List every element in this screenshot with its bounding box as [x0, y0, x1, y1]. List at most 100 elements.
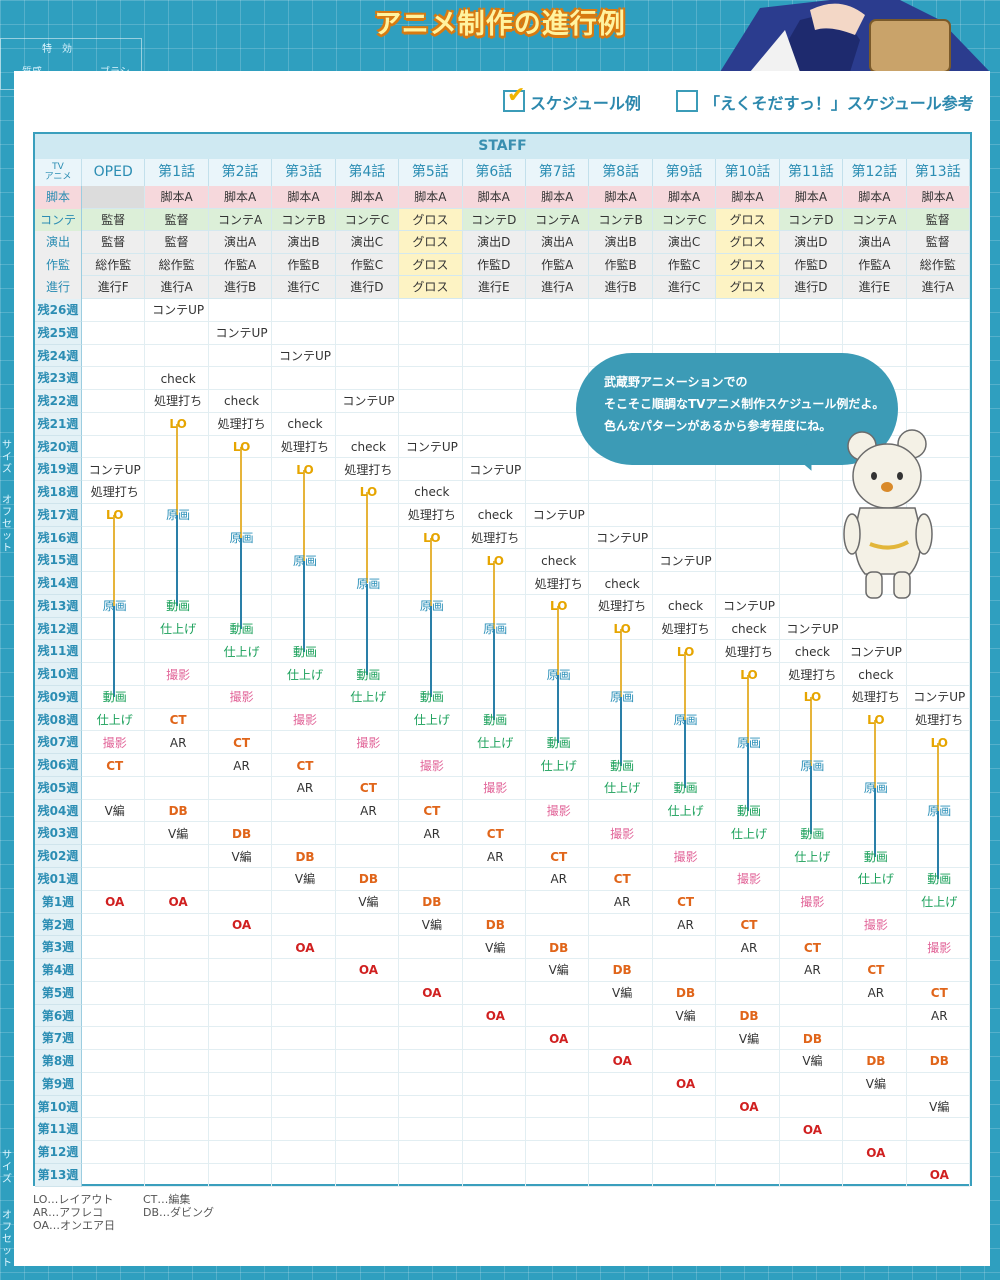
staff-cell: 脚本A — [208, 186, 273, 209]
schedule-event: AR — [233, 758, 250, 773]
staff-cell — [82, 186, 146, 209]
schedule-cell — [526, 754, 590, 777]
schedule-event: 処理打ち — [154, 394, 203, 409]
schedule-cell — [462, 526, 526, 550]
bg-vertical-label: サイズ — [2, 440, 12, 475]
schedule-cell — [335, 1050, 400, 1073]
schedule-event: 動画 — [102, 690, 127, 705]
schedule-cell — [82, 435, 146, 459]
schedule-cell — [208, 1004, 273, 1028]
schedule-event: 仕上げ — [160, 622, 197, 637]
schedule-cell — [906, 708, 970, 732]
schedule-cell — [652, 321, 717, 345]
schedule-event: OA — [866, 1145, 886, 1160]
schedule-event: 仕上げ — [223, 644, 260, 659]
schedule-cell — [652, 1095, 717, 1119]
schedule-event: 処理打ち — [725, 644, 774, 659]
staff-cell: 演出B — [589, 231, 653, 254]
schedule-cell — [779, 981, 844, 1005]
lo-genga-line — [493, 560, 496, 629]
schedule-cell — [652, 594, 717, 618]
schedule-cell — [145, 981, 209, 1005]
schedule-event: CT — [677, 895, 695, 910]
schedule-cell — [399, 503, 463, 527]
schedule-cell — [526, 731, 590, 755]
schedule-event: check — [731, 622, 767, 637]
schedule-event: 撮影 — [927, 940, 952, 955]
schedule-cell — [208, 799, 273, 823]
schedule-event: AR — [169, 735, 187, 750]
schedule-cell — [906, 913, 970, 937]
staff-cell: グロス — [716, 253, 780, 277]
staff-cell: 進行E — [843, 276, 907, 299]
schedule-cell — [462, 708, 526, 732]
schedule-cell — [716, 640, 780, 664]
tv-anime-header: TV アニメ — [35, 159, 82, 186]
schedule-cell — [145, 731, 209, 755]
schedule-cell — [843, 321, 907, 345]
checkbox-schedule-example[interactable]: ✔ — [503, 83, 525, 112]
schedule-cell — [335, 799, 400, 823]
week-label: 残04週 — [35, 799, 82, 823]
schedule-cell — [145, 959, 209, 982]
schedule-cell — [462, 890, 526, 914]
schedule-cell — [906, 663, 970, 686]
staff-cell: 監督 — [82, 208, 146, 232]
schedule-cell — [145, 367, 209, 391]
schedule-event: OA — [802, 1122, 823, 1137]
schedule-cell — [335, 1095, 400, 1119]
schedule-cell — [779, 1004, 844, 1028]
schedule-cell — [82, 1095, 146, 1119]
schedule-cell — [145, 321, 209, 345]
schedule-event: 処理打ち — [407, 508, 456, 523]
schedule-event: LO — [676, 644, 695, 659]
staff-cell: 作監D — [462, 253, 526, 277]
schedule-cell — [272, 663, 336, 686]
schedule-cell — [779, 594, 844, 618]
schedule-cell — [335, 731, 400, 755]
schedule-cell — [779, 845, 844, 868]
staff-cell: 演出A — [526, 231, 590, 254]
schedule-event: 仕上げ — [413, 713, 450, 728]
schedule-cell — [462, 481, 526, 504]
schedule-table: STAFF TV アニメ OPED 第1話 第2話 第3話 第4話 第5話 第6話 第7話 第8話… — [33, 132, 972, 1187]
genga-douga-line — [176, 515, 179, 607]
schedule-cell — [399, 390, 463, 413]
schedule-event: 撮影 — [102, 735, 127, 750]
checkbox-exodus-reference[interactable] — [676, 90, 698, 112]
lo-genga-line — [873, 720, 876, 789]
schedule-cell — [272, 981, 336, 1005]
schedule-cell — [906, 1141, 970, 1164]
schedule-event: コンテUP — [215, 326, 268, 341]
schedule-event: 仕上げ — [921, 895, 958, 910]
lo-genga-line — [620, 629, 623, 698]
lo-genga-line — [556, 606, 559, 675]
week-label: 残15週 — [35, 549, 82, 573]
schedule-event: V編 — [421, 917, 442, 932]
schedule-cell — [652, 822, 717, 846]
staff-cell: 脚本A — [906, 186, 970, 209]
schedule-cell — [526, 1050, 590, 1073]
schedule-event: 原画 — [546, 667, 571, 682]
schedule-cell — [82, 1004, 146, 1028]
schedule-cell — [335, 913, 400, 937]
schedule-cell — [589, 981, 653, 1005]
schedule-cell — [82, 868, 146, 891]
schedule-event: 仕上げ — [477, 735, 514, 750]
schedule-event: コンテUP — [532, 508, 585, 523]
speech-bubble: 武蔵野アニメーションでの そこそこ順調なTVアニメ制作スケジュール例だよ。 色ん… — [576, 353, 898, 465]
staff-cell: 脚本A — [526, 186, 590, 209]
schedule-event: 仕上げ — [604, 781, 641, 796]
schedule-cell — [652, 1050, 717, 1073]
staff-cell: 脚本A — [779, 186, 844, 209]
schedule-cell — [272, 1004, 336, 1028]
schedule-cell — [335, 1072, 400, 1096]
schedule-cell — [145, 1050, 209, 1073]
schedule-cell — [906, 936, 970, 960]
schedule-cell — [208, 1141, 273, 1164]
schedule-cell — [779, 1141, 844, 1164]
schedule-cell — [272, 390, 336, 413]
schedule-event: LO — [296, 462, 314, 477]
schedule-cell — [526, 549, 590, 573]
schedule-cell — [82, 913, 146, 937]
